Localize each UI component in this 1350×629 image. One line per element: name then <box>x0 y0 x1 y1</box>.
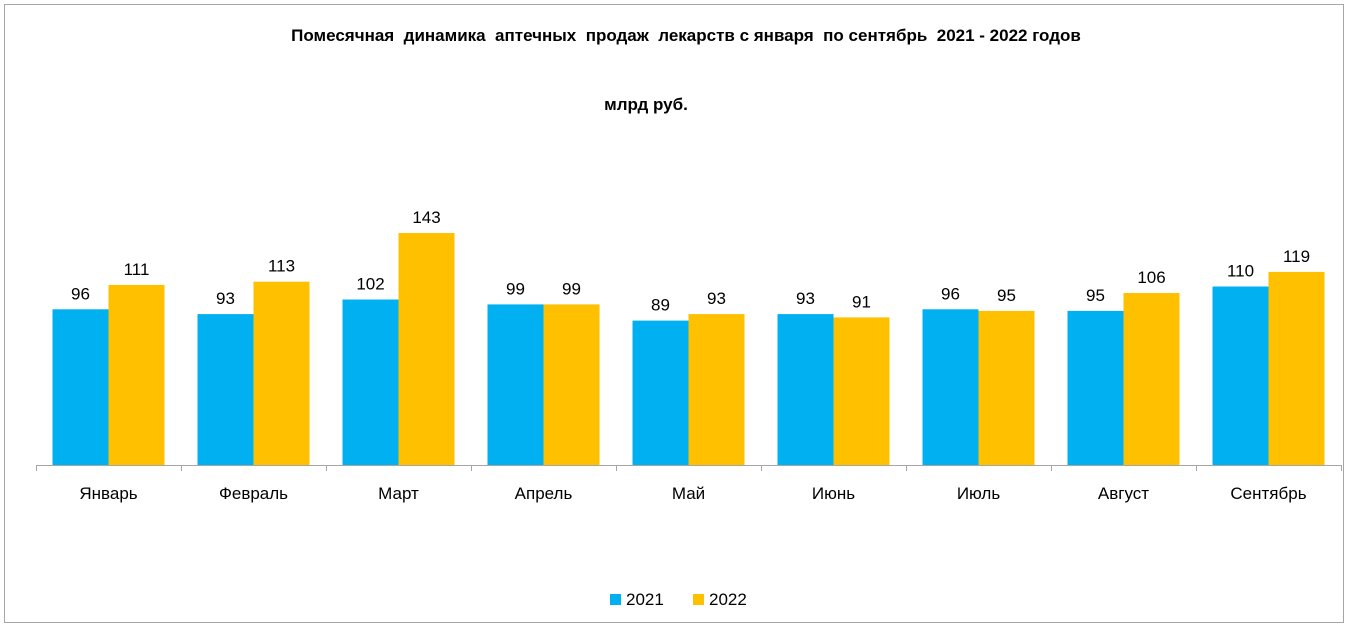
data-label-2021-6: 93 <box>796 289 815 308</box>
bar-2021-1 <box>52 309 109 465</box>
x-tick-label: Май <box>672 484 705 503</box>
data-label-2021-7: 96 <box>941 284 960 303</box>
x-tick-label: Апрель <box>515 484 573 503</box>
x-tick-label: Январь <box>79 484 137 503</box>
data-label-2022-8: 106 <box>1137 268 1165 287</box>
data-label-2022-7: 95 <box>997 286 1016 305</box>
bar-2021-5 <box>632 320 689 465</box>
bar-2022-6 <box>833 317 890 465</box>
bar-2021-2 <box>197 314 254 465</box>
x-tick-label: Август <box>1098 484 1149 503</box>
data-label-2021-2: 93 <box>216 289 235 308</box>
bar-2021-3 <box>342 299 399 465</box>
data-label-2022-3: 143 <box>412 208 440 227</box>
legend-swatch-2022 <box>693 594 704 605</box>
data-label-2021-1: 96 <box>71 284 90 303</box>
bar-2022-4 <box>543 304 600 465</box>
bar-2022-2 <box>253 281 310 465</box>
bar-2022-9 <box>1268 271 1325 465</box>
data-label-2021-5: 89 <box>651 296 670 315</box>
bar-2021-4 <box>487 304 544 465</box>
data-label-2021-9: 110 <box>1227 262 1254 281</box>
data-label-2021-4: 99 <box>506 279 525 298</box>
x-tick-label: Март <box>378 484 419 503</box>
data-label-2022-4: 99 <box>562 279 581 298</box>
bar-2021-6 <box>777 314 834 465</box>
bar-2022-1 <box>108 284 165 465</box>
data-label-2022-5: 93 <box>707 289 726 308</box>
data-label-2022-1: 111 <box>124 260 150 279</box>
bar-2022-7 <box>978 310 1035 465</box>
data-label-2022-2: 113 <box>268 257 295 276</box>
bar-2022-8 <box>1123 293 1180 465</box>
bar-2021-7 <box>922 309 979 465</box>
data-labels-group: 96 111 93 113 102 143 99 99 89 93 93 91 96 95 95 106 110… <box>71 208 1310 315</box>
legend-label-2021: 2021 <box>626 590 664 609</box>
bar-2022-3 <box>398 233 455 465</box>
data-label-2022-6: 91 <box>852 292 871 311</box>
x-tick-label: Июль <box>957 484 1001 503</box>
chart-subtitle: млрд руб. <box>604 95 688 114</box>
legend-swatch-2021 <box>610 594 621 605</box>
legend: 2021 2022 <box>610 590 747 609</box>
bar-2021-9 <box>1212 286 1269 465</box>
x-tick-label: Сентябрь <box>1230 484 1306 503</box>
bar-2022-5 <box>688 314 745 465</box>
x-axis <box>36 465 1342 471</box>
data-label-2021-8: 95 <box>1086 286 1105 305</box>
data-label-2022-9: 119 <box>1283 247 1310 266</box>
bar-chart: Помесячная динамика аптечных продаж лека… <box>36 26 1342 609</box>
x-tick-label: Июнь <box>812 484 855 503</box>
bars-group <box>52 233 1325 465</box>
x-tick-labels: Январь Февраль Март Апрель Май Июнь Июль Август… <box>79 484 1306 503</box>
bar-2021-8 <box>1067 310 1124 465</box>
data-label-2021-3: 102 <box>356 275 384 294</box>
x-tick-label: Февраль <box>219 484 288 503</box>
chart-title: Помесячная динамика аптечных продаж лека… <box>291 26 1081 45</box>
chart-frame: Помесячная динамика аптечных продаж лека… <box>4 4 1344 623</box>
legend-label-2022: 2022 <box>709 590 747 609</box>
